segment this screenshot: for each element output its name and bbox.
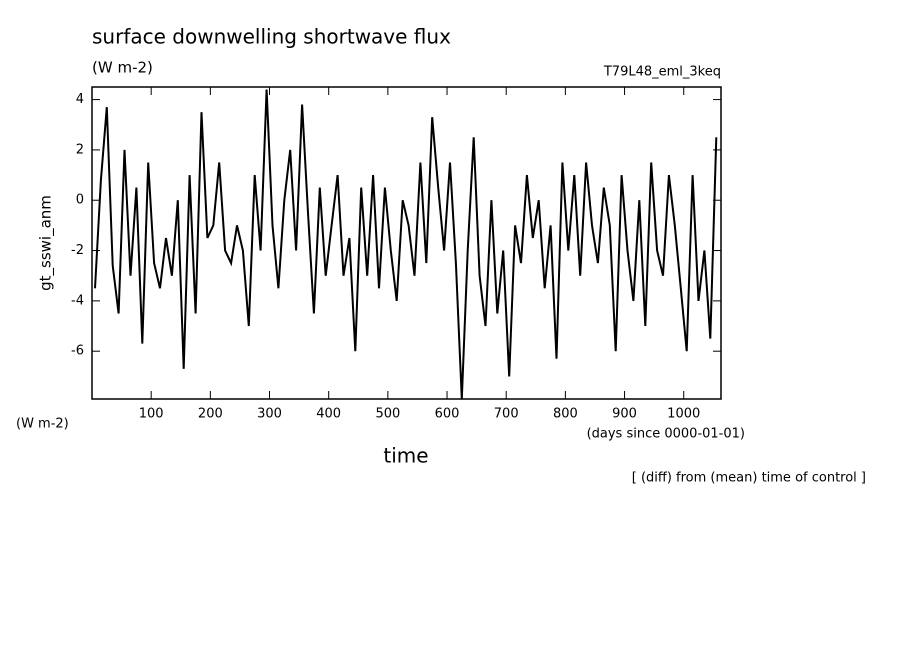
chart-title: surface downwelling shortwave flux (92, 25, 451, 49)
x-tick-label: 700 (494, 407, 519, 422)
y-unit: (W m-2) (16, 417, 69, 432)
x-tick-label: 300 (257, 407, 282, 422)
y-axis-label: gt_sswi_anm (37, 195, 56, 291)
x-tick-label: 400 (316, 407, 341, 422)
x-axis-label: time (383, 444, 428, 468)
x-tick-label: 500 (375, 407, 400, 422)
note: [ (diff) from (mean) time of control ] (632, 471, 866, 486)
x-tick-label: 200 (198, 407, 223, 422)
run-label: T79L48_eml_3keq (603, 65, 721, 80)
data-line (94, 89, 718, 400)
x-tick-label: 100 (139, 407, 164, 422)
chart-subtitle: (W m-2) (92, 59, 153, 77)
y-tick-label: 4 (76, 92, 84, 107)
y-tick-label: -6 (71, 344, 84, 359)
y-tick-label: 0 (76, 193, 84, 208)
x-tick-label: 900 (612, 407, 637, 422)
x-tick-label: 600 (435, 407, 460, 422)
x-tick-label: 800 (553, 407, 578, 422)
x-tick-label: 1000 (667, 407, 700, 422)
y-tick-label: 2 (76, 142, 84, 157)
y-tick-label: -2 (71, 243, 84, 258)
y-tick-label: -4 (71, 293, 84, 308)
x-unit: (days since 0000-01-01) (587, 427, 745, 442)
plot-frame (91, 86, 722, 400)
